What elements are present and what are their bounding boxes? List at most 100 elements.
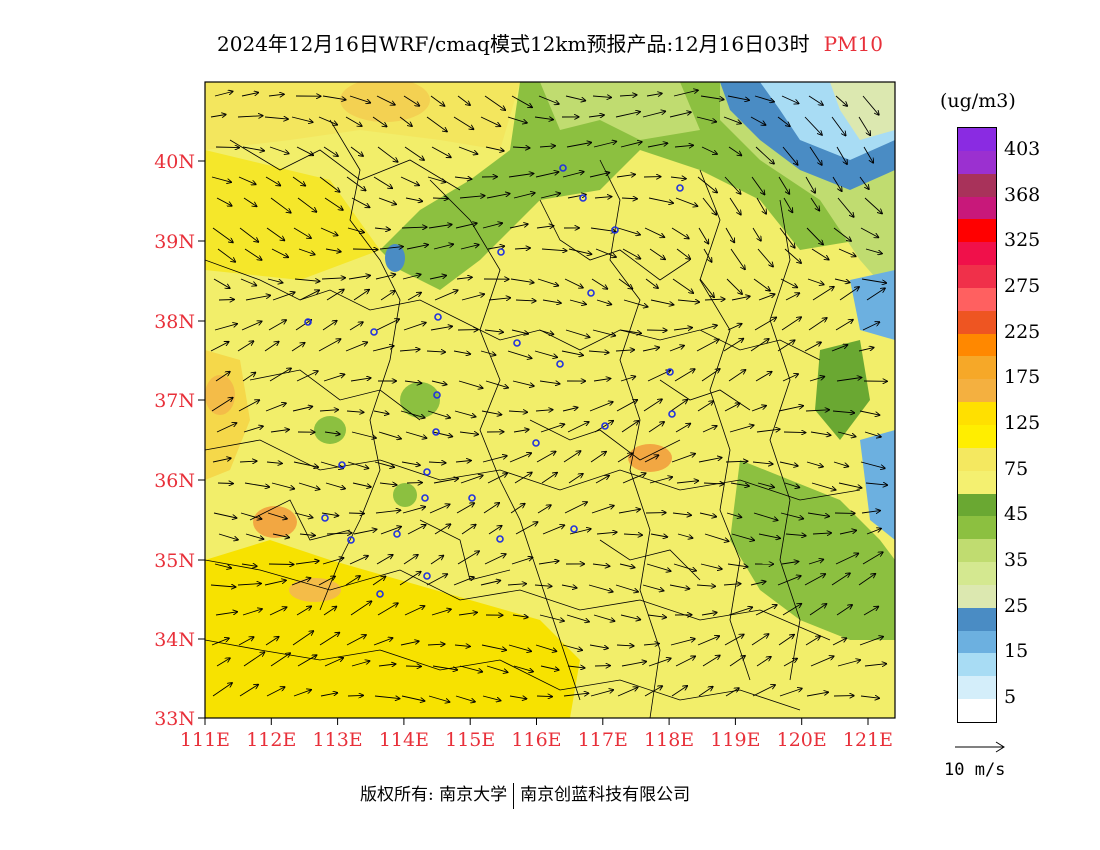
- wind-arrow: [323, 607, 336, 616]
- wind-arrow: [805, 636, 820, 646]
- colorbar-label: 325: [1004, 229, 1041, 252]
- wind-arrow: [618, 278, 632, 289]
- wind-arrow: [430, 95, 444, 106]
- city-markers: [304, 164, 684, 598]
- variable-name: PM10: [823, 32, 883, 56]
- lon-label: 115E: [445, 729, 495, 751]
- wind-arrow: [318, 116, 337, 125]
- colorbar-label: 5: [1004, 686, 1017, 709]
- wind-arrow: [484, 554, 506, 565]
- colorbar-swatch: [958, 630, 996, 654]
- wind-arrow: [860, 227, 878, 237]
- lat-label: 37N: [154, 390, 195, 412]
- wind-arrow: [405, 197, 422, 201]
- wind-arrow: [321, 278, 345, 279]
- wind-arrow: [757, 248, 773, 267]
- wind-arrow: [777, 340, 795, 352]
- wind-arrow: [348, 276, 370, 280]
- wind-arrow: [566, 614, 589, 622]
- lon-label: 111E: [180, 729, 230, 751]
- wind-arrow: [669, 346, 684, 352]
- wind-arrow: [455, 695, 475, 702]
- colorbar-label: 25: [1004, 594, 1029, 617]
- wind-arrow: [596, 532, 617, 534]
- wind-arrow: [805, 176, 815, 193]
- wind-arrow: [297, 197, 316, 212]
- wind-arrow: [378, 197, 396, 204]
- wind-arrow: [212, 683, 232, 697]
- wind-arrow: [211, 638, 229, 646]
- wind-arrow: [215, 612, 237, 616]
- colorbar-swatch: [958, 265, 996, 289]
- wind-arrow: [458, 612, 477, 615]
- wind-arrow: [756, 657, 771, 667]
- wind-arrow: [701, 369, 720, 382]
- wind-arrow: [457, 95, 470, 105]
- wind-arrow: [426, 116, 447, 132]
- wind-arrow: [865, 248, 882, 254]
- wind-arrow: [487, 246, 504, 249]
- wind-arrow: [622, 248, 640, 259]
- wind-arrow: [861, 511, 880, 513]
- wind-arrow: [460, 475, 483, 484]
- wind-arrow: [485, 380, 508, 388]
- wind-arrow: [218, 300, 234, 301]
- colorbar-swatch: [958, 562, 996, 586]
- wind-arrow: [427, 410, 450, 418]
- wind-arrow: [269, 607, 287, 616]
- wind-arrow: [729, 656, 745, 667]
- wind-arrow: [805, 410, 829, 411]
- wind-arrow: [405, 431, 427, 438]
- map-title: 2024年12月16日WRF/cmaq模式12km预报产品:12月16日03时 P…: [0, 28, 1100, 57]
- wind-arrow: [433, 479, 458, 484]
- wind-arrow: [534, 117, 553, 120]
- wind-arrow: [403, 95, 419, 106]
- wind-arrow: [782, 374, 798, 382]
- wind-arrow: [216, 197, 232, 206]
- wind-arrow: [480, 350, 496, 355]
- wind-arrow: [839, 287, 859, 301]
- wind-arrow: [751, 634, 769, 646]
- wind-arrow: [620, 377, 635, 382]
- wind-arrow: [454, 645, 470, 646]
- wind-arrow: [698, 458, 722, 463]
- wind-arrow: [561, 350, 583, 355]
- wind-arrow: [778, 406, 803, 412]
- wind-arrow: [670, 639, 695, 646]
- wind-arrow: [674, 145, 693, 147]
- wind-arrow: [510, 278, 534, 283]
- wind-arrow: [863, 146, 873, 163]
- wind-arrow: [346, 635, 366, 646]
- wind-arrow: [268, 94, 284, 96]
- wind-arrow: [376, 95, 395, 105]
- wind-arrow: [293, 227, 311, 238]
- wind-arrow: [616, 400, 637, 412]
- wind-arrow: [510, 504, 525, 514]
- wind-arrow: [325, 482, 345, 489]
- wind-arrow: [454, 410, 476, 417]
- wind-arrow: [862, 322, 879, 331]
- wind-arrow: [326, 290, 344, 301]
- wind-arrow: [591, 278, 607, 289]
- wind-arrow: [592, 329, 615, 336]
- wind-arrow: [512, 615, 528, 617]
- wind-arrow: [509, 696, 526, 699]
- wind-arrow: [562, 408, 578, 412]
- wind-arrow: [293, 690, 311, 697]
- wind-arrow: [406, 245, 428, 250]
- wind-arrow: [542, 525, 564, 535]
- wind-arrow: [835, 554, 858, 565]
- wind-arrow: [480, 116, 500, 126]
- wind-arrow: [750, 339, 769, 352]
- colorbar-swatch: [958, 128, 996, 152]
- wind-arrow: [616, 174, 635, 177]
- wind-arrow: [860, 696, 879, 698]
- wind-arrow: [426, 574, 447, 586]
- wind-arrow: [595, 476, 609, 484]
- wind-arrow: [455, 223, 477, 229]
- colorbar-swatch: [958, 333, 996, 357]
- lat-label: 35N: [154, 550, 195, 572]
- wind-arrow: [777, 116, 790, 126]
- wind-arrow: [347, 461, 368, 468]
- wind-arrow: [565, 95, 585, 101]
